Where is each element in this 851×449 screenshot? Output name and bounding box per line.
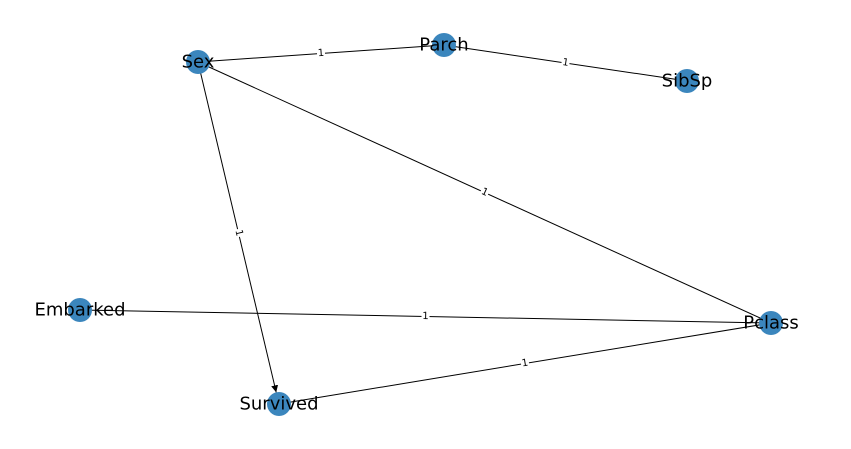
- edge-label-background: [478, 185, 491, 200]
- edges-layer: 1 1 1 1 1 1: [79, 44, 772, 405]
- edge-weight-label: 1: [520, 356, 530, 371]
- edge-weight-label: 1: [560, 56, 571, 70]
- node-labels-layer: Sex Parch SibSp Embarked Pclass Survived: [34, 35, 798, 415]
- edge-label-background: [316, 47, 326, 60]
- node-parch: [432, 33, 456, 57]
- node-sibsp: [675, 69, 699, 93]
- edge-weight-text: 1: [422, 311, 429, 322]
- edge-weight-text: 1: [317, 48, 324, 59]
- node-label-sex: Sex: [182, 52, 215, 73]
- edge-label-background: [560, 56, 571, 70]
- edge-label-background: [231, 227, 246, 239]
- node-label-pclass: Pclass: [743, 313, 799, 334]
- edge-weight-text: 1: [521, 358, 529, 370]
- node-label-embarked: Embarked: [34, 300, 125, 321]
- edge-label-background: [520, 356, 530, 371]
- edge-weight-label: 1: [231, 227, 246, 239]
- edge-weight-text: 1: [232, 229, 244, 238]
- node-embarked: [68, 298, 92, 322]
- edge-weight-label: 1: [421, 310, 430, 323]
- edge-weight-text: 1: [479, 186, 489, 199]
- node-pclass: [759, 311, 783, 335]
- edge-weight-label: 1: [478, 185, 491, 200]
- node-sex: [186, 50, 210, 74]
- edge-label-background: [421, 310, 430, 323]
- node-label-sibsp: SibSp: [662, 71, 713, 92]
- node-label-survived: Survived: [239, 394, 318, 415]
- node-label-parch: Parch: [419, 35, 468, 56]
- node-survived: [267, 392, 291, 416]
- edge-weight-text: 1: [562, 57, 570, 69]
- edge-weight-label: 1: [316, 47, 326, 60]
- nodes-layer: [68, 33, 783, 416]
- edge-sex-survived: [197, 61, 279, 393]
